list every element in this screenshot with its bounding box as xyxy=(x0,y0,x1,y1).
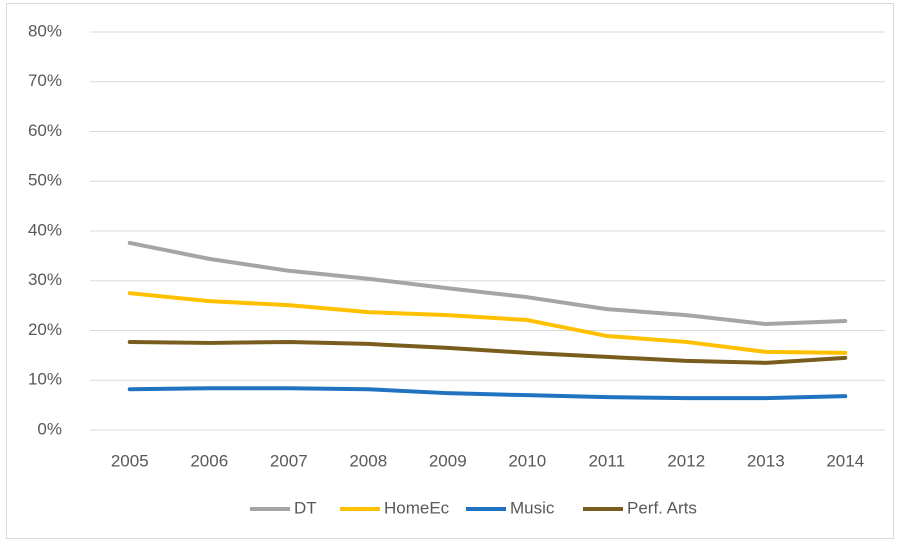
y-tick-label: 10% xyxy=(28,370,62,389)
x-tick-label: 2011 xyxy=(588,451,625,470)
y-tick-label: 0% xyxy=(37,419,62,438)
legend-label: Perf. Arts xyxy=(627,498,697,517)
y-tick-label: 40% xyxy=(28,220,62,239)
data-line xyxy=(127,291,848,355)
data-line xyxy=(127,386,848,401)
x-tick-label: 2014 xyxy=(826,451,864,470)
x-tick-label: 2012 xyxy=(667,451,705,470)
legend-label: DT xyxy=(294,498,317,517)
y-tick-label: 70% xyxy=(28,71,62,90)
y-tick-label: 80% xyxy=(28,21,62,40)
y-tick-label: 60% xyxy=(28,121,62,140)
x-tick-label: 2010 xyxy=(508,451,546,470)
y-tick-label: 50% xyxy=(28,171,62,190)
y-tick-label: 20% xyxy=(28,320,62,339)
x-tick-label: 2007 xyxy=(270,451,308,470)
y-tick-label: 30% xyxy=(28,270,62,289)
chart-border xyxy=(6,3,894,539)
data-line xyxy=(127,240,848,327)
x-tick-label: 2008 xyxy=(349,451,387,470)
legend-label: HomeEc xyxy=(384,498,450,517)
x-tick-label: 2006 xyxy=(190,451,228,470)
x-tick-label: 2009 xyxy=(429,451,467,470)
x-tick-label: 2005 xyxy=(111,451,149,470)
x-tick-label: 2013 xyxy=(747,451,785,470)
legend-label: Music xyxy=(510,498,555,517)
data-line xyxy=(127,339,848,365)
